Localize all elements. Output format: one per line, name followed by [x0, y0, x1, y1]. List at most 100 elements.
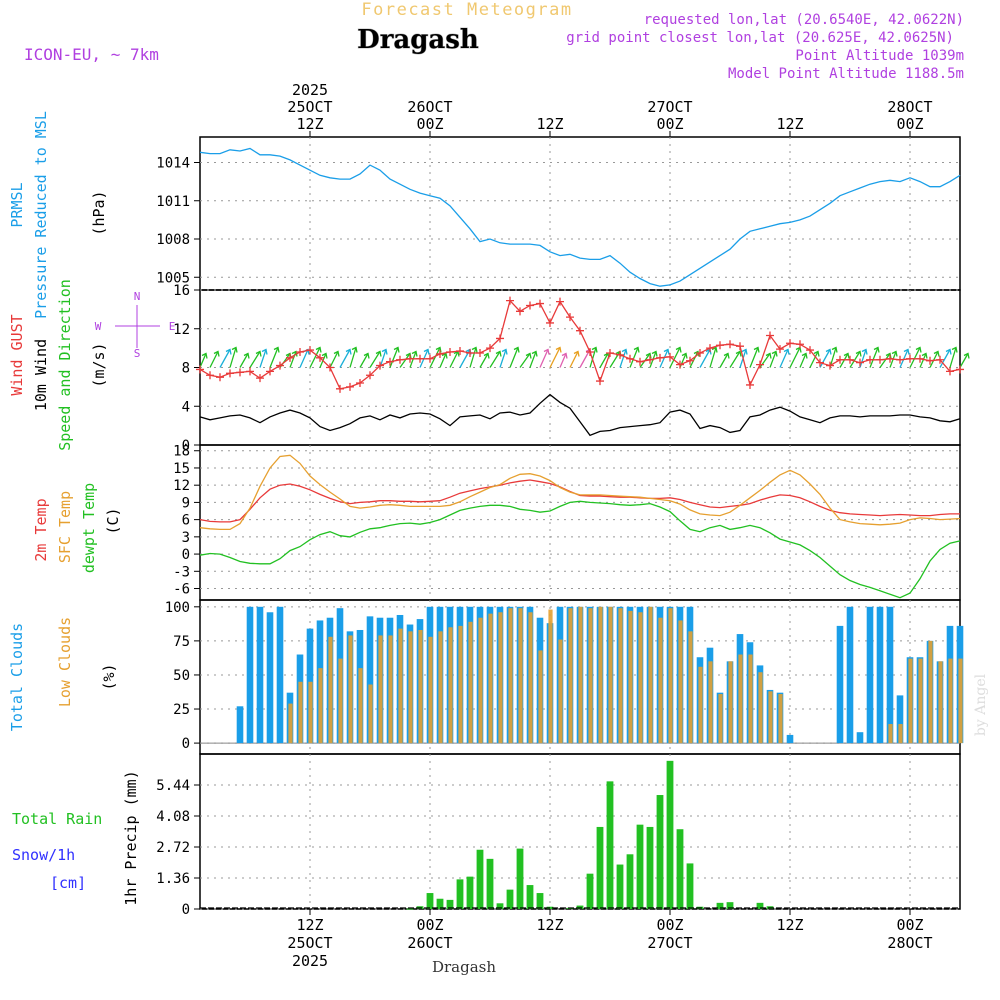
rain-bar	[476, 849, 484, 909]
gust-marker	[336, 384, 344, 393]
low-cloud-bar	[898, 724, 903, 744]
wind-arrow	[809, 351, 819, 368]
gust-marker	[386, 357, 394, 366]
time-label-bottom: 2025	[292, 952, 328, 970]
gust-marker	[266, 367, 274, 376]
low-cloud-bar	[628, 610, 633, 744]
rain-bar	[626, 854, 634, 909]
wind-arrow	[299, 349, 309, 368]
wind-arrow	[689, 351, 699, 368]
wind-arrowhead	[663, 348, 670, 355]
gust-marker	[736, 342, 744, 351]
total-cloud-bar	[866, 606, 874, 744]
gust-marker	[526, 301, 534, 310]
time-label-top: 27OCT	[647, 98, 692, 116]
low-cloud-bar	[408, 631, 413, 744]
wind-arrowhead	[321, 352, 328, 359]
chart-subtitle: Forecast Meteogram	[361, 0, 572, 20]
rain-bar	[636, 824, 644, 909]
wind-arrow	[349, 347, 357, 368]
wind-arrowhead	[351, 346, 358, 353]
gust-marker	[826, 361, 834, 370]
gust-marker	[326, 363, 334, 372]
total-cloud-bar	[876, 606, 884, 744]
wind-arrowhead	[873, 346, 880, 353]
wind-arrowhead	[903, 348, 910, 355]
wind-arrowhead	[435, 346, 442, 353]
model-label: ICON-EU, ~ 7km	[24, 45, 159, 64]
gust-marker	[596, 377, 604, 386]
time-label-bottom: 00Z	[656, 916, 683, 934]
low-cloud-bar	[338, 658, 343, 744]
side-label-c: (C)	[104, 507, 122, 534]
time-label-top: 12Z	[536, 115, 563, 133]
low-cloud-bar	[888, 724, 893, 744]
gust-marker	[516, 307, 524, 316]
rain-bar	[726, 902, 734, 909]
wind-arrow	[839, 353, 849, 368]
rain-bar	[436, 898, 444, 909]
wind-arrowhead	[225, 348, 232, 355]
low-cloud-bar	[488, 613, 493, 744]
wind-arrowhead	[921, 352, 928, 359]
wind-arrowhead	[255, 350, 262, 357]
wind-arrow	[439, 353, 447, 368]
gust-marker	[286, 353, 294, 362]
rain-bar	[656, 795, 664, 909]
gust-marker	[306, 346, 314, 355]
wind-arrow	[429, 347, 441, 368]
y-tick-label: 0	[182, 902, 190, 918]
wind-arrowhead	[261, 348, 268, 355]
low-cloud-bar	[368, 684, 373, 744]
y-tick-label: 6	[182, 513, 190, 529]
rain-bar	[596, 826, 604, 909]
low-cloud-bar	[648, 606, 653, 744]
wind-arrow	[789, 347, 801, 368]
low-cloud-bar	[778, 694, 783, 744]
rain-bar	[466, 876, 474, 909]
gust-marker	[536, 299, 544, 308]
gust-marker	[376, 361, 384, 370]
wind-arrowhead	[825, 348, 832, 355]
wind-arrow	[219, 349, 231, 368]
wind-arrow	[909, 347, 921, 368]
wind-arrowhead	[555, 346, 562, 353]
time-label-top: 00Z	[656, 115, 683, 133]
watermark: by Angel	[973, 673, 989, 736]
gust-marker	[406, 354, 414, 363]
wind-arrowhead	[363, 352, 370, 359]
gust-marker	[666, 352, 674, 361]
wind-arrowhead	[651, 350, 658, 357]
total-cloud-bar	[236, 706, 244, 744]
low-cloud-bar	[418, 629, 423, 744]
total-cloud-bar	[786, 734, 794, 744]
rain-bar	[676, 829, 684, 909]
low-cloud-bar	[288, 703, 293, 744]
wind-arrowhead	[213, 350, 220, 357]
total-cloud-bar	[256, 606, 264, 744]
rain-bar	[526, 885, 534, 909]
gust-marker	[686, 356, 694, 365]
wind-arrow	[819, 349, 831, 368]
model-altitude: Model Point Altitude 1188.5m	[728, 66, 964, 82]
side-label-total-rain: Total Rain	[12, 810, 102, 828]
low-cloud-bar	[668, 608, 673, 744]
low-cloud-bar	[438, 631, 443, 744]
time-label-bottom: 26OCT	[407, 934, 452, 952]
wind-arrow	[229, 347, 237, 368]
low-cloud-bar	[938, 661, 943, 744]
wind-arrow	[619, 349, 627, 368]
y-tick-label: 0	[182, 547, 190, 563]
y-tick-label: 12	[173, 478, 190, 494]
gust-marker	[726, 340, 734, 349]
wind-arrowhead	[423, 348, 430, 355]
grid-point-coords: grid point closest lon,lat (20.625E, 42.…	[566, 30, 954, 46]
y-tick-label: 1005	[156, 270, 190, 286]
low-cloud-bar	[758, 672, 763, 744]
gust-marker	[656, 353, 664, 362]
wind-arrowhead	[933, 350, 940, 357]
wind-arrowhead	[495, 350, 502, 357]
rain-bar	[616, 864, 624, 909]
gust-marker	[296, 348, 304, 356]
wind-arrowhead	[441, 352, 448, 359]
